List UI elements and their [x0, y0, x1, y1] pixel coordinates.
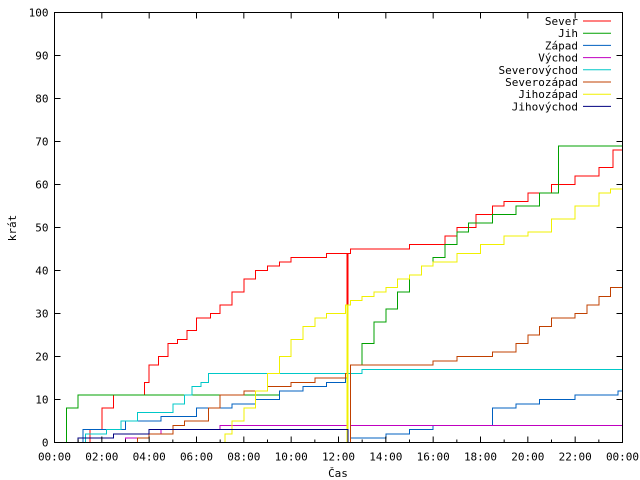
- y-tick-label: 40: [35, 265, 48, 278]
- x-tick-label: 18:00: [464, 451, 497, 464]
- series-line-jihozapad: [54, 188, 623, 443]
- legend-label-jih: Jih: [558, 27, 578, 40]
- y-axis-label: krát: [6, 215, 19, 242]
- x-tick-label: 22:00: [559, 451, 592, 464]
- y-tick-label: 60: [35, 179, 48, 192]
- y-tick-label: 10: [35, 394, 48, 407]
- legend-label-severozapad: Severozápad: [505, 76, 578, 89]
- legend-label-sever: Sever: [545, 15, 578, 28]
- y-tick-label: 50: [35, 222, 48, 235]
- legend-label-zapad: Západ: [545, 39, 578, 52]
- legend: SeverJihZápadVýchodSeverovýchodSeverozáp…: [499, 15, 611, 113]
- x-tick-label: 08:00: [227, 451, 260, 464]
- legend-label-jihozapad: Jihozápad: [518, 88, 578, 101]
- series-line-sever: [54, 137, 623, 443]
- legend-label-severovychod: Severovýchod: [499, 64, 578, 77]
- y-tick-label: 100: [29, 7, 49, 20]
- x-tick-label: 00:00: [606, 451, 639, 464]
- y-tick-label: 0: [42, 437, 49, 450]
- x-axis-label: Čas: [328, 467, 348, 480]
- y-tick-label: 70: [35, 136, 48, 149]
- legend-label-jihovychod: Jihovýchod: [512, 100, 578, 113]
- y-tick-label: 20: [35, 351, 48, 364]
- x-tick-label: 04:00: [133, 451, 166, 464]
- y-tick-label: 80: [35, 93, 48, 106]
- series-layer: [54, 137, 623, 443]
- x-tick-label: 10:00: [275, 451, 308, 464]
- series-line-severovychod: [54, 368, 623, 443]
- legend-label-vychod: Východ: [538, 52, 578, 65]
- x-tick-label: 02:00: [85, 451, 118, 464]
- series-line-zapad: [54, 377, 623, 443]
- x-tick-label: 14:00: [369, 451, 402, 464]
- series-line-severozapad: [54, 283, 623, 443]
- series-line-jih: [54, 145, 623, 443]
- y-tick-label: 30: [35, 308, 48, 321]
- ticks-layer: 00:00 02:00 04:00 06:00 08:00 10:00 12:00 14:00…: [29, 7, 639, 464]
- x-tick-label: 06:00: [180, 451, 213, 464]
- x-tick-label: 12:00: [322, 451, 355, 464]
- x-tick-label: 20:00: [511, 451, 544, 464]
- x-tick-label: 00:00: [38, 451, 71, 464]
- x-tick-label: 16:00: [417, 451, 450, 464]
- y-tick-label: 90: [35, 50, 48, 63]
